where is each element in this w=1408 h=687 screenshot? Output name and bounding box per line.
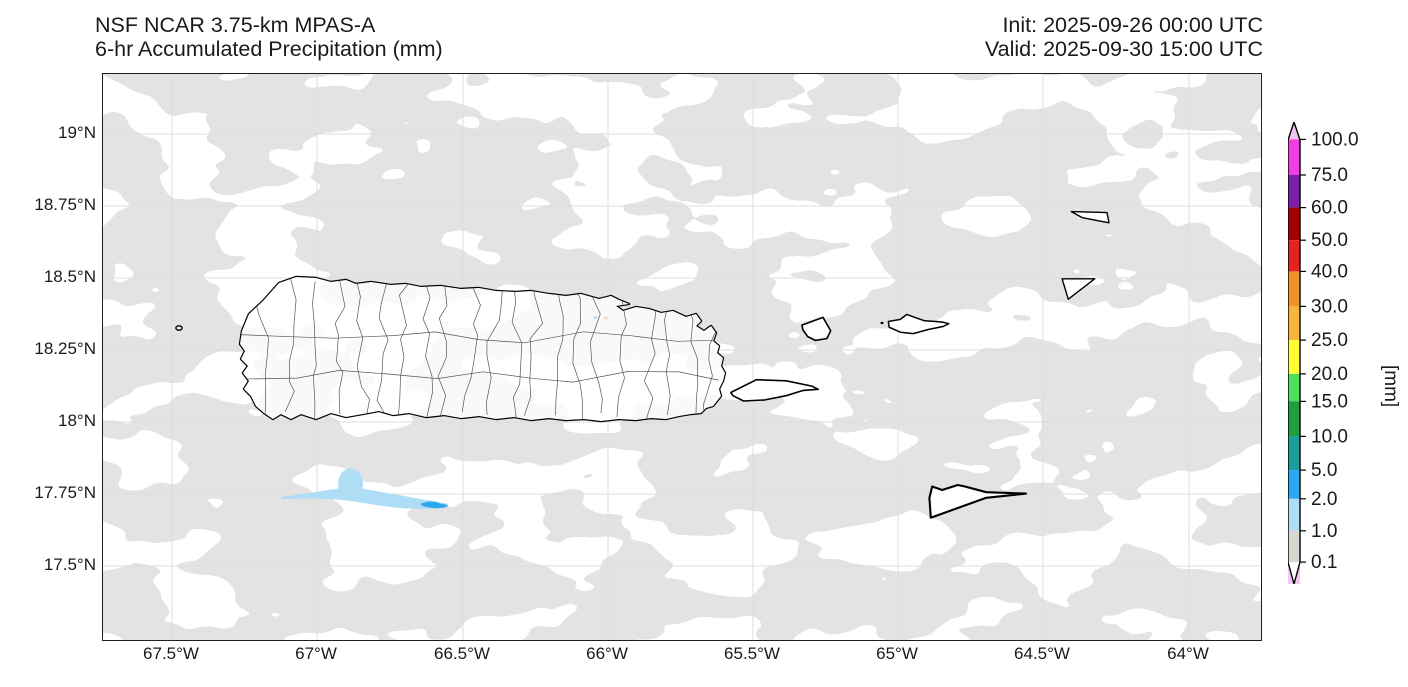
svg-text:0.1: 0.1 [1311, 552, 1337, 573]
svg-text:[mm]: [mm] [1380, 365, 1401, 407]
svg-text:20.0: 20.0 [1311, 364, 1348, 385]
svg-text:30.0: 30.0 [1311, 296, 1348, 317]
svg-text:10.0: 10.0 [1311, 426, 1348, 447]
svg-text:1.0: 1.0 [1311, 521, 1337, 542]
svg-text:5.0: 5.0 [1311, 460, 1337, 481]
svg-text:60.0: 60.0 [1311, 198, 1348, 219]
svg-text:25.0: 25.0 [1311, 330, 1348, 351]
svg-text:2.0: 2.0 [1311, 489, 1337, 510]
svg-text:50.0: 50.0 [1311, 230, 1348, 251]
svg-text:75.0: 75.0 [1311, 165, 1348, 186]
svg-text:40.0: 40.0 [1311, 261, 1348, 282]
svg-text:100.0: 100.0 [1311, 129, 1359, 150]
svg-text:15.0: 15.0 [1311, 391, 1348, 412]
